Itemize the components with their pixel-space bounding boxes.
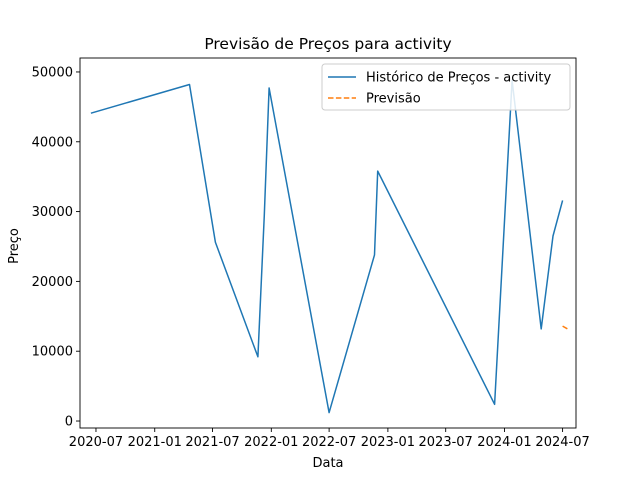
legend-label-2: Previsão: [366, 92, 421, 107]
series-line-2: [562, 325, 570, 331]
y-tick-label: 0: [65, 415, 73, 430]
chart-title: Previsão de Preços para activity: [204, 35, 451, 53]
x-axis-label: Data: [312, 456, 343, 471]
series-line-1: [90, 79, 564, 414]
y-tick-label: 50000: [32, 65, 73, 80]
x-tick-label: 2020-07: [69, 435, 123, 450]
x-tick-label: 2021-01: [128, 435, 182, 450]
x-tick-label: 2021-07: [185, 435, 239, 450]
legend-box: [321, 63, 571, 111]
y-tick-label: 20000: [32, 275, 73, 290]
x-tick-label: 2024-07: [535, 435, 589, 450]
plot-frame: [79, 57, 577, 429]
x-tick-label: 2022-01: [244, 435, 298, 450]
x-tick-label: 2022-07: [302, 435, 356, 450]
legend-label-1: Histórico de Preços - activity: [366, 71, 552, 86]
x-tick-label: 2023-01: [361, 435, 415, 450]
x-tick-label: 2024-01: [477, 435, 531, 450]
y-tick-label: 40000: [32, 135, 73, 150]
legend: Histórico de Preços - activity Previsão: [321, 63, 571, 111]
y-axis-label: Preço: [7, 228, 22, 264]
y-tick-label: 10000: [32, 345, 73, 360]
y-tick-label: 30000: [32, 205, 73, 220]
x-tick-label: 2023-07: [419, 435, 473, 450]
